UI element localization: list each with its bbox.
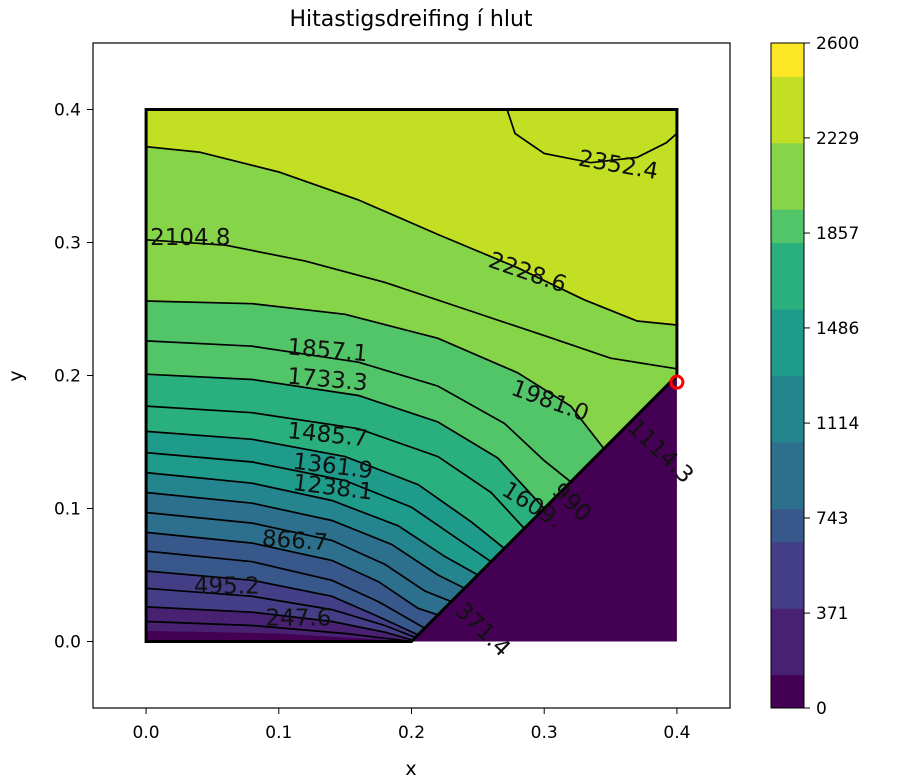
isotherm-line: [146, 531, 439, 616]
chart-title: Hitastigsdreifing í hlut: [289, 7, 532, 32]
isotherm-line: [146, 451, 492, 563]
y-tick-label: 0.1: [54, 500, 81, 520]
colorbar: 0 371 743 1114 1486 1857 2229 2600: [770, 34, 859, 719]
colorbar-segment: [771, 375, 804, 410]
isotherm-line: [506, 109, 677, 164]
colorbar-segment: [771, 109, 804, 144]
isotherm-line: [146, 570, 419, 636]
colorbar-segment: [771, 475, 804, 509]
isotherm-line: [146, 471, 479, 576]
isotherm-line: [146, 340, 572, 483]
colorbar-segment: [771, 342, 804, 376]
colorbar-tick-label: 743: [816, 509, 848, 529]
colorbar-tick-label: 1486: [816, 319, 859, 339]
contour-label: 495.2: [194, 574, 260, 600]
isotherm-line: [146, 587, 416, 639]
contour-band: [146, 606, 677, 642]
colorbar-segment: [771, 575, 804, 609]
domain-outline: [144, 108, 679, 643]
colorbar-segment: [771, 408, 804, 443]
colorbar-segment: [771, 442, 804, 476]
colorbar-segment: [771, 541, 804, 576]
contour-band: [146, 621, 677, 642]
isotherm-line: [146, 238, 677, 370]
colorbar-segment: [771, 142, 804, 177]
y-tick-label: 0.4: [54, 101, 81, 121]
y-tick-label: 0.0: [54, 633, 81, 653]
x-tick-label: 0.3: [531, 723, 558, 743]
y-axis-label: y: [5, 370, 27, 381]
colorbar-segment: [771, 641, 804, 676]
isotherm-line: [146, 373, 545, 510]
colorbar-segment: [771, 275, 804, 310]
colorbar-tick-label: 1857: [816, 224, 859, 244]
x-axis-label: x: [405, 758, 416, 780]
isotherm-line: [146, 511, 452, 603]
colorbar-segment: [771, 674, 804, 709]
isotherm-line: [146, 145, 677, 326]
colorbar-frame: [770, 42, 805, 709]
colorbar-segment: [771, 309, 804, 343]
y-axis: 0.0 0.1 0.2 0.3 0.4: [54, 101, 93, 653]
x-tick-label: 0.0: [133, 723, 160, 743]
marker-point: [669, 374, 685, 390]
colorbar-segment: [771, 608, 804, 642]
colorbar-tick-label: 2600: [816, 34, 859, 54]
contour-label: 866.7: [261, 526, 329, 557]
colorbar-segment: [771, 43, 804, 77]
isotherm-line: [146, 550, 426, 629]
colorbar-segment: [771, 242, 804, 277]
x-axis: 0.0 0.1 0.2 0.3 0.4: [133, 708, 690, 743]
colorbar-tick-label: 371: [816, 604, 848, 624]
isotherm-line: [146, 405, 525, 530]
x-tick-label: 0.1: [265, 723, 292, 743]
colorbar-segment: [771, 76, 804, 110]
colorbar-tick-label: 1114: [816, 414, 859, 434]
x-tick-label: 0.4: [663, 723, 690, 743]
y-tick-label: 0.2: [54, 367, 81, 387]
contour-label: 2104.8: [150, 225, 230, 251]
colorbar-tick-label: 0: [816, 699, 827, 719]
contour-label: 247.6: [266, 606, 332, 632]
isotherm-line: [146, 430, 505, 550]
colorbar-tick-label: 2229: [816, 129, 859, 149]
colorbar-segment: [771, 176, 804, 210]
colorbar-segment: [771, 508, 804, 543]
isotherm-line: [146, 491, 465, 590]
isotherm-line: [146, 300, 605, 450]
contour-band: [507, 109, 677, 163]
isotherm-line: [146, 606, 414, 642]
isotherm-line: [146, 620, 412, 642]
x-tick-label: 0.2: [398, 723, 425, 743]
plot-area: 2352.42228.62104.81981.01857.11733.31485…: [144, 108, 698, 662]
y-tick-label: 0.3: [54, 234, 81, 254]
colorbar-segment: [771, 209, 804, 243]
contour-band: [146, 630, 412, 642]
